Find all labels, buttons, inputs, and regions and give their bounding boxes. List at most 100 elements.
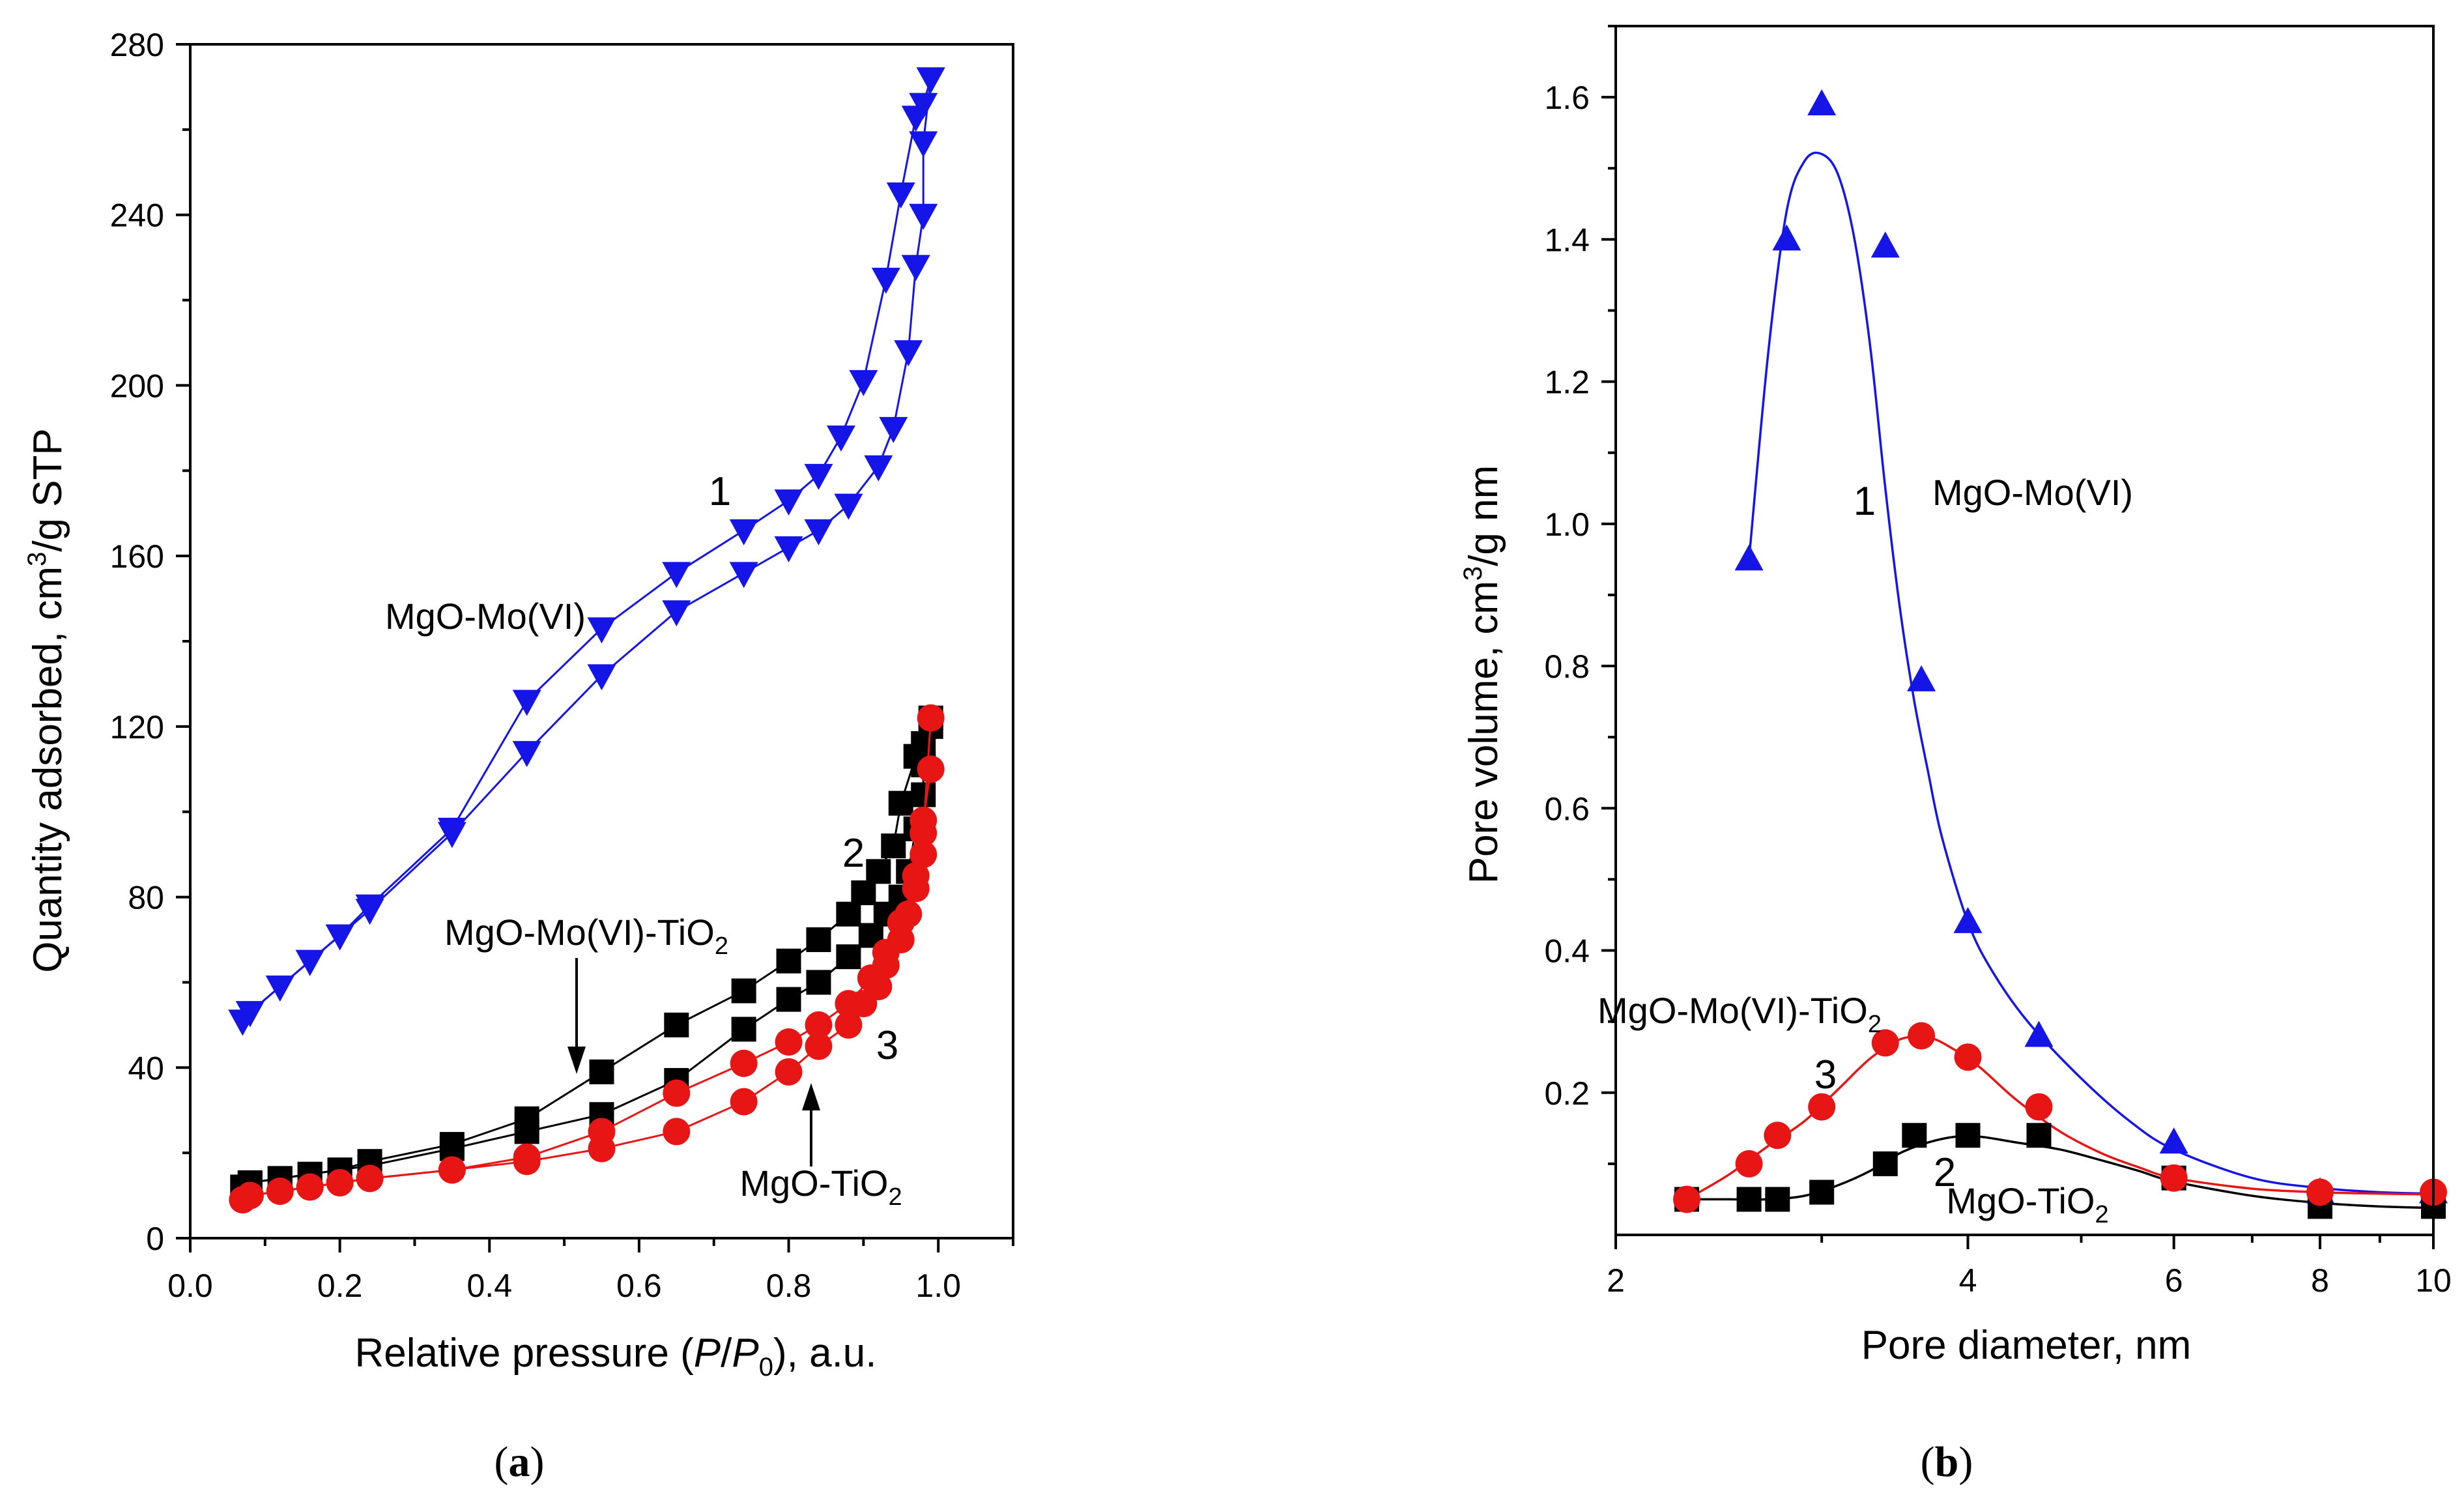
panel-b-data-point [1765, 1187, 1790, 1212]
panel-a-data-point [664, 1012, 689, 1037]
panel-a-data-point [901, 255, 930, 282]
panel-b-data-point [1807, 89, 1837, 116]
panel-a-data-point [851, 880, 876, 906]
panel-a-data-point [834, 493, 863, 520]
panel-a-data-point [326, 1168, 354, 1196]
panel-a-data-point [888, 790, 913, 816]
panel-a-data-point [881, 833, 906, 859]
panel-a-y-tick-label: 200 [110, 368, 164, 404]
panel-b-curve-number-1: 1 [1854, 479, 1876, 524]
panel-b-y-tick-label: 1.0 [1544, 506, 1590, 543]
panel-a-data-point [857, 964, 885, 992]
panel-a-x-tick-label: 0.8 [766, 1267, 812, 1304]
panel-a-data-point [730, 1049, 758, 1077]
panel-b-data-point [1764, 1122, 1792, 1150]
panel-b-data-point [1908, 1022, 1936, 1050]
panel-b-y-tick-label: 1.6 [1544, 80, 1590, 116]
panel-a-series-line [242, 78, 932, 1022]
panel-b-data-point [1871, 1029, 1899, 1057]
panel-a-data-point [917, 755, 945, 783]
panel-a-data-point [835, 990, 863, 1018]
panel-a-data-point [437, 817, 466, 844]
panel-a-data-point [894, 340, 923, 367]
panel-a-data-point [438, 1156, 466, 1184]
panel-b-x-tick-label: 6 [2165, 1262, 2183, 1299]
panel-a-series-line [242, 78, 932, 1022]
panel-a-data-point [804, 463, 833, 490]
panel-b-data-point [1772, 224, 1801, 251]
panel-a-data-point [909, 203, 938, 230]
panel-a-y-tick-label: 120 [110, 709, 164, 746]
panel-a-data-point [731, 978, 756, 1004]
panel-a-y-tick-label: 80 [128, 880, 164, 916]
panel-a-data-point [776, 987, 801, 1012]
panel-a-y-tick-label: 160 [110, 538, 164, 575]
panel-a-data-point [806, 927, 831, 952]
panel-b-x-tick-label: 8 [2311, 1262, 2329, 1299]
panel-b-plot-frame [1614, 25, 2435, 1236]
panel-b-data-point [1870, 231, 1900, 258]
panel-a-data-point [512, 741, 541, 768]
panel-a-data-point [514, 1106, 539, 1131]
panel-a-label-mgo-mo-tio2: MgO-Mo(VI)-TiO2 [444, 912, 728, 960]
panel-a-data-point [804, 519, 833, 545]
panel-a-data-point [587, 664, 616, 691]
panel-a-data-point [872, 938, 900, 966]
panel-a-data-point [730, 1088, 758, 1116]
panel-a-label-mgo-tio2: MgO-TiO2 [739, 1163, 902, 1211]
panel-a-data-point [902, 861, 930, 890]
panel-a-data-point [776, 948, 801, 974]
panel-a-data-point [864, 455, 893, 482]
panel-a-data-point [356, 1165, 384, 1193]
panel-b-data-point [2024, 1021, 2054, 1047]
panel-b-x-tick-label: 2 [1607, 1262, 1625, 1299]
panel-a-data-point [911, 731, 936, 757]
panel-a-data-point [729, 562, 758, 588]
panel-a-label-mgo-mo: MgO-Mo(VI) [385, 596, 586, 637]
panel-a-data-point [512, 689, 541, 716]
panel-a-series-line [242, 717, 932, 1201]
panel-b-data-point [1735, 1150, 1763, 1178]
panel-b-x-tick-label: 10 [2415, 1262, 2452, 1299]
panel-b-x-tick-label: 4 [1959, 1262, 1977, 1299]
panel-a-y-tick-label: 0 [146, 1221, 164, 1257]
panel-b-y-tick-label: 1.2 [1544, 364, 1590, 401]
panel-b-label-mgo-mo: MgO-Mo(VI) [1932, 472, 2133, 513]
panel-b-data-point [2025, 1093, 2053, 1121]
panel-a-data-point [911, 782, 936, 807]
panel-a-data-point [296, 1173, 324, 1201]
panel-b-fit-curve [1747, 151, 2434, 1195]
panel-a-data-point [836, 944, 861, 970]
panel-a-data-point [879, 416, 908, 443]
panel-a-data-point [355, 894, 384, 921]
panel-a-data-point [805, 1011, 833, 1039]
panel-b-data-point [1902, 1123, 1927, 1148]
panel-b-data-point [1808, 1093, 1836, 1121]
panel-a-data-point [662, 562, 691, 588]
panel-a-data-point [917, 704, 945, 732]
panel-b-pore-distribution: 2 4 6 8 10 0.2 0.4 0.6 0.8 1.0 1.2 1.4 1.6 Pore diam… [1459, 25, 2452, 1486]
panel-a-data-point [866, 859, 891, 884]
panel-a-data-point [774, 536, 803, 563]
panel-a-data-point [916, 67, 945, 94]
panel-b-label-mgo-mo-tio2: MgO-Mo(VI)-TiO2 [1597, 990, 1882, 1038]
panel-a-series-line [242, 726, 932, 1188]
panel-b-fit-curve [1686, 1035, 2434, 1200]
panel-a-data-point [729, 519, 758, 545]
panel-b-curve-number-3: 3 [1814, 1052, 1837, 1097]
panel-a-data-point [775, 1058, 803, 1086]
panel-a-data-point [663, 1079, 691, 1107]
panel-a-curve-number-1: 1 [709, 469, 731, 514]
panel-a-data-point [775, 1028, 803, 1056]
panel-a-y-tick-label: 240 [110, 197, 164, 234]
panel-a-data-point [910, 819, 938, 847]
panel-a-data-point [662, 600, 691, 627]
panel-a-x-tick-label: 0.0 [167, 1267, 213, 1304]
panel-a-arrow-mgo-mo-tio2 [567, 958, 586, 1074]
panel-b-y-tick-label: 0.2 [1544, 1075, 1590, 1112]
panel-b-data-point [1954, 1043, 1982, 1071]
panel-b-data-point [1953, 906, 1983, 933]
panel-a-data-point [886, 182, 915, 209]
panel-a-x-tick-label: 0.2 [317, 1267, 363, 1304]
panel-a-data-point [849, 369, 878, 396]
